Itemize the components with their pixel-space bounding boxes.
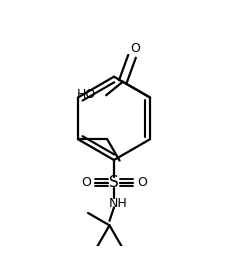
Text: O: O bbox=[137, 176, 146, 189]
Text: O: O bbox=[81, 176, 90, 189]
Text: S: S bbox=[109, 175, 118, 190]
Text: O: O bbox=[130, 43, 140, 55]
Text: HO: HO bbox=[76, 88, 96, 101]
Text: NH: NH bbox=[108, 197, 127, 210]
